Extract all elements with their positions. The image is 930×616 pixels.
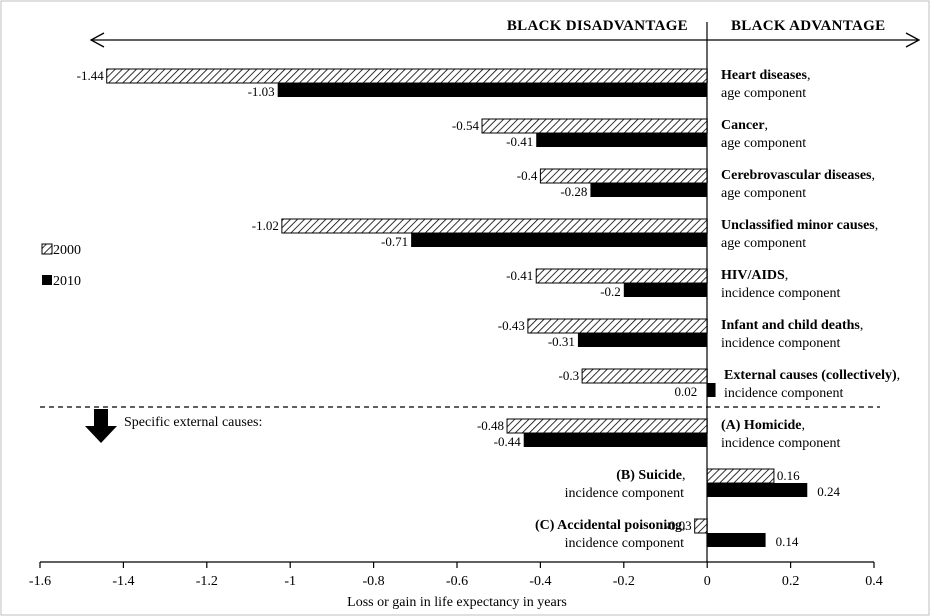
value-label-external-causes-collectively-2000: -0.3 xyxy=(559,368,580,383)
legend: 2000 2010 xyxy=(41,243,81,289)
bar-heart-diseases-2010 xyxy=(277,83,708,97)
category-component-infant-and-child-deaths: incidence component xyxy=(721,336,840,351)
bar-c-accidental-poisoning-2010 xyxy=(707,533,766,547)
category-name-external-causes-collectively: External causes (collectively) xyxy=(724,368,897,383)
x-tick-label: -1.2 xyxy=(196,574,218,589)
category-comma: , xyxy=(875,218,879,233)
category-name-cerebrovascular-diseases: Cerebrovascular diseases xyxy=(721,168,872,183)
category-name-c-accidental-poisoning: (C) Accidental poisoning xyxy=(535,518,682,533)
category-name-unclassified-minor-causes: Unclassified minor causes xyxy=(721,218,875,233)
value-label-c-accidental-poisoning-2000: -0.03 xyxy=(665,518,692,533)
bar-b-suicide-2010 xyxy=(707,483,808,497)
bar-unclassified-minor-causes-2000 xyxy=(281,218,708,234)
value-label-unclassified-minor-causes-2010: -0.71 xyxy=(381,234,408,249)
bar-external-causes-collectively-2000 xyxy=(581,368,708,384)
value-label-hiv-aids-2000: -0.41 xyxy=(506,268,533,283)
bar-cancer-2000 xyxy=(481,118,708,134)
category-component-external-causes-collectively: incidence component xyxy=(724,386,843,401)
legend-swatch-2010 xyxy=(42,275,52,285)
black-disadvantage-header: BLACK DISADVANTAGE xyxy=(507,18,688,34)
legend-swatch-2000 xyxy=(41,243,53,255)
category-comma: , xyxy=(765,118,769,133)
bar-cancer-2010 xyxy=(536,133,708,147)
x-tick-label: -0.2 xyxy=(613,574,635,589)
bar-hiv-aids-2010 xyxy=(623,283,708,297)
value-label-heart-diseases-2000: -1.44 xyxy=(77,68,105,83)
category-comma: , xyxy=(682,518,686,533)
bar-cerebrovascular-diseases-2010 xyxy=(590,183,708,197)
category-component-cerebrovascular-diseases: age component xyxy=(721,186,806,201)
category-component-a-homicide: incidence component xyxy=(721,436,840,451)
x-tick-label: 0 xyxy=(704,574,711,589)
bar-hiv-aids-2000 xyxy=(535,268,708,284)
bar-cerebrovascular-diseases-2000 xyxy=(539,168,708,184)
category-comma: , xyxy=(807,68,811,83)
bar-a-homicide-2010 xyxy=(523,433,708,447)
value-label-cerebrovascular-diseases-2000: -0.4 xyxy=(517,168,538,183)
category-name-a-homicide: (A) Homicide xyxy=(721,418,801,433)
category-comma: , xyxy=(897,368,901,383)
category-component-unclassified-minor-causes: age component xyxy=(721,236,806,251)
category-component-heart-diseases: age component xyxy=(721,86,806,101)
category-name-b-suicide: (B) Suicide xyxy=(616,468,682,483)
value-label-a-homicide-2000: -0.48 xyxy=(477,418,504,433)
value-label-b-suicide-2010: 0.24 xyxy=(817,484,840,499)
value-label-external-causes-collectively-2010: 0.02 xyxy=(674,384,697,399)
bar-b-suicide-2000 xyxy=(706,468,775,484)
category-name-cancer: Cancer xyxy=(721,118,765,133)
value-label-infant-and-child-deaths-2000: -0.43 xyxy=(498,318,525,333)
legend-label-2010: 2010 xyxy=(53,274,81,289)
value-label-c-accidental-poisoning-2010: 0.14 xyxy=(776,534,799,549)
category-name-heart-diseases: Heart diseases xyxy=(721,68,807,83)
x-tick-label: 0.4 xyxy=(865,574,883,589)
specific-external-causes-label: Specific external causes: xyxy=(124,415,262,430)
bar-heart-diseases-2000 xyxy=(106,68,708,84)
x-tick-label: -0.6 xyxy=(446,574,468,589)
x-axis-ticks: -1.6 -1.4 -1.2 -1 -0.8 -0.6 -0.4 -0.2 0 0.2 0.4 xyxy=(29,562,883,589)
value-label-unclassified-minor-causes-2000: -1.02 xyxy=(252,218,279,233)
bar-a-homicide-2000 xyxy=(506,418,708,434)
category-component-b-suicide: incidence component xyxy=(565,486,684,501)
bar-c-accidental-poisoning-2000 xyxy=(694,518,708,534)
x-tick-label: 0.2 xyxy=(782,574,800,589)
value-label-cancer-2000: -0.54 xyxy=(452,118,480,133)
legend-label-2000: 2000 xyxy=(53,243,81,258)
x-tick-label: -1 xyxy=(284,574,296,589)
x-tick-label: -0.8 xyxy=(363,574,385,589)
bar-infant-and-child-deaths-2000 xyxy=(527,318,708,334)
category-comma: , xyxy=(682,468,686,483)
down-arrow-icon xyxy=(85,409,117,443)
bar-infant-and-child-deaths-2010 xyxy=(577,333,708,347)
value-label-infant-and-child-deaths-2010: -0.31 xyxy=(548,334,575,349)
x-tick-label: -1.4 xyxy=(112,574,134,589)
bar-external-causes-collectively-2010 xyxy=(707,383,716,397)
category-comma: , xyxy=(872,168,876,183)
value-label-a-homicide-2010: -0.44 xyxy=(494,434,522,449)
bar-unclassified-minor-causes-2010 xyxy=(411,233,708,247)
category-name-infant-and-child-deaths: Infant and child deaths xyxy=(721,318,860,333)
bars-layer: -1.44 -1.03 -0.54 -0.41 -0.4 -0.28 -1.02 -0.71 -… xyxy=(77,68,841,549)
category-component-c-accidental-poisoning: incidence component xyxy=(565,536,684,551)
value-label-cancer-2010: -0.41 xyxy=(506,134,533,149)
value-label-cerebrovascular-diseases-2010: -0.28 xyxy=(560,184,587,199)
x-axis-label: Loss or gain in life expectancy in years xyxy=(347,595,567,610)
x-tick-label: -1.6 xyxy=(29,574,51,589)
category-comma: , xyxy=(785,268,789,283)
value-label-heart-diseases-2010: -1.03 xyxy=(248,84,275,99)
category-comma: , xyxy=(860,318,864,333)
direction-arrow xyxy=(89,32,921,48)
value-label-b-suicide-2000: 0.16 xyxy=(777,468,800,483)
category-comma: , xyxy=(801,418,805,433)
category-name-hiv-aids: HIV/AIDS xyxy=(721,268,785,283)
black-advantage-header: BLACK ADVANTAGE xyxy=(731,18,885,34)
value-label-hiv-aids-2010: -0.2 xyxy=(600,284,621,299)
category-component-hiv-aids: incidence component xyxy=(721,286,840,301)
category-component-cancer: age component xyxy=(721,136,806,151)
x-tick-label: -0.4 xyxy=(529,574,551,589)
